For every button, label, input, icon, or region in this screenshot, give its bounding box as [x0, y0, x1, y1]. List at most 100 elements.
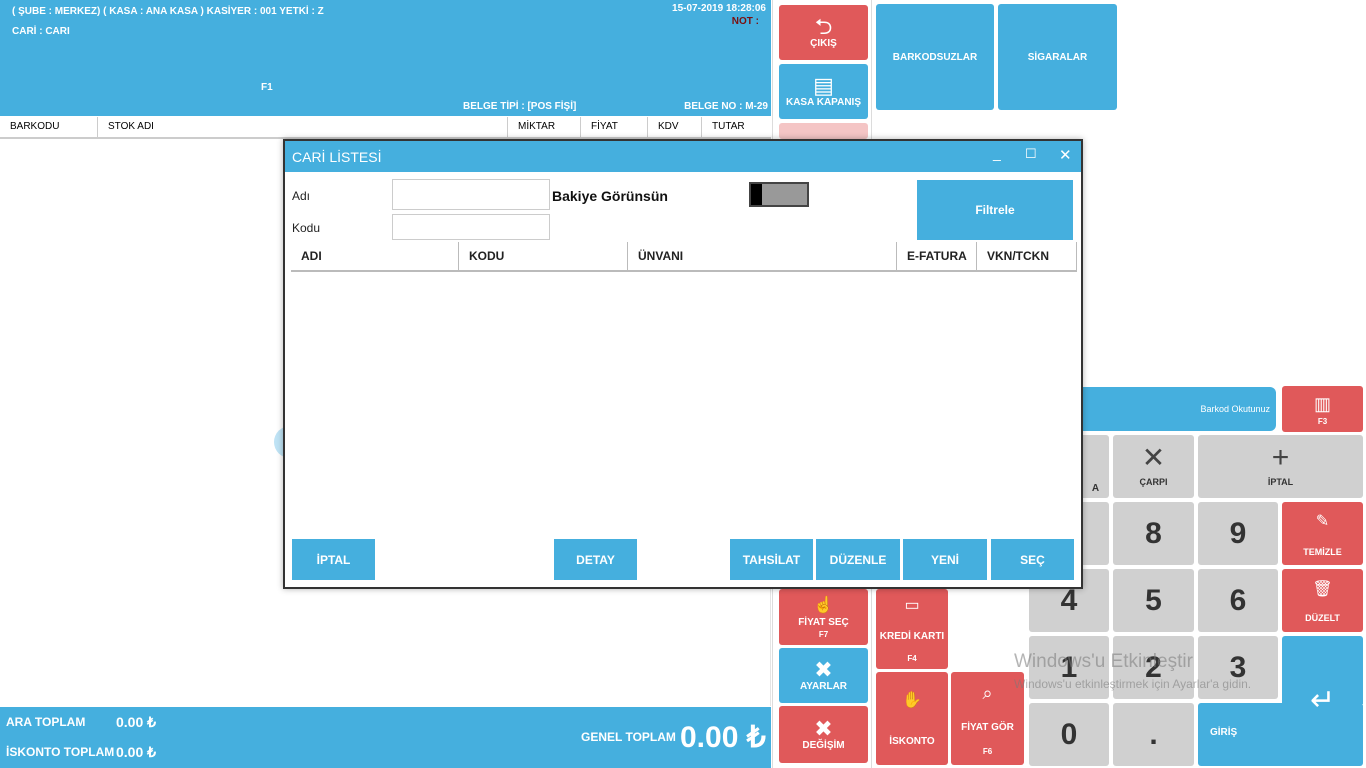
fiyat-gor-key: F6	[982, 746, 993, 756]
col-kodu[interactable]: KODU	[459, 242, 628, 270]
col-kdv[interactable]: KDV	[648, 117, 702, 137]
ara-toplam-label: ARA TOPLAM	[6, 715, 86, 729]
col-adi[interactable]: ADI	[291, 242, 459, 270]
key-6[interactable]: 6	[1198, 569, 1278, 632]
cash-register-icon: ▤	[813, 73, 834, 98]
plus-icon: +	[1271, 440, 1290, 474]
col-vkn-tckn[interactable]: VKN/TCKN	[977, 242, 1077, 270]
close-icon[interactable]: ✕	[1059, 147, 1072, 164]
sales-table-header: BARKODU STOK ADI MİKTAR FİYAT KDV TUTAR	[0, 117, 771, 139]
tahsilat-button[interactable]: TAHSİLAT	[730, 539, 813, 580]
keypad-partial-button[interactable]: A	[1082, 435, 1109, 498]
carpi-button[interactable]: ✕ ÇARPI	[1113, 435, 1194, 498]
iptal-key-button[interactable]: + İPTAL	[1198, 435, 1363, 498]
minimize-icon[interactable]: _	[993, 145, 1001, 161]
hidden-button[interactable]	[779, 123, 868, 139]
iptal-button[interactable]: İPTAL	[292, 539, 375, 580]
maximize-icon[interactable]: ☐	[1025, 146, 1037, 161]
key-1[interactable]: 1	[1029, 636, 1109, 699]
f1-key-label: F1	[261, 82, 273, 93]
iptal-key-label: İPTAL	[1267, 476, 1294, 487]
fiyat-gor-button[interactable]: ⌕ FİYAT GÖR F6	[951, 672, 1024, 765]
kodu-label: Kodu	[292, 221, 321, 235]
duzelt-label: DÜZELT	[1305, 612, 1340, 623]
session-info: ( ŞUBE : MERKEZ) ( KASA : ANA KASA ) KAS…	[12, 6, 324, 17]
col-fiyat[interactable]: FİYAT	[581, 117, 648, 137]
dialog-titlebar: CARİ LİSTESİ _ ☐ ✕	[285, 141, 1081, 172]
key-0[interactable]: 0	[1029, 703, 1109, 766]
key-5[interactable]: 5	[1113, 569, 1194, 632]
giris-button[interactable]	[1282, 636, 1363, 704]
adi-input[interactable]	[392, 179, 550, 210]
iskonto-toplam-label: İSKONTO TOPLAM	[6, 745, 115, 759]
exit-icon: ⮌	[814, 14, 833, 39]
multiply-icon: ✕	[1141, 441, 1166, 473]
genel-toplam-label: GENEL TOPLAM	[581, 730, 676, 744]
key-dot[interactable]: .	[1113, 703, 1194, 766]
kasa-kapanis-button[interactable]: ▤ KASA KAPANIŞ	[779, 64, 868, 119]
exit-button[interactable]: ⮌ ÇIKIŞ	[779, 5, 868, 60]
sec-button[interactable]: SEÇ	[991, 539, 1074, 580]
toggle-knob	[751, 184, 762, 205]
giris-button-base[interactable]: GİRİŞ ↵	[1198, 684, 1363, 766]
credit-card-icon: ▭	[904, 597, 920, 614]
fiyat-sec-key: F7	[818, 630, 829, 639]
kodu-input[interactable]	[392, 214, 550, 240]
cari-grid-body[interactable]	[291, 273, 1077, 533]
col-stok-adi[interactable]: STOK ADI	[98, 117, 508, 137]
not-label: NOT :	[731, 16, 759, 27]
totals-footer: ARA TOPLAM 0.00 ₺ İSKONTO TOPLAM 0.00 ₺ …	[0, 707, 771, 768]
datetime: 15-07-2019 18:28:06	[672, 3, 766, 14]
duzelt-button[interactable]: 🗑 DÜZELT	[1282, 569, 1363, 632]
kasa-kapanis-label: KASA KAPANIŞ	[785, 97, 861, 108]
col-tutar[interactable]: TUTAR	[712, 121, 745, 132]
yeni-button[interactable]: YENİ	[903, 539, 987, 580]
cari-label: CARİ : CARI	[12, 26, 70, 37]
degisim-label: DEĞİŞİM	[802, 740, 845, 751]
fiyat-sec-button[interactable]: ☝ FİYAT SEÇ F7	[779, 589, 868, 645]
hand-pointer-icon: ☝	[813, 597, 834, 614]
kredi-karti-button[interactable]: ▭ KREDİ KARTI F4	[876, 589, 948, 669]
bakiye-toggle[interactable]	[749, 182, 809, 207]
pos-header: ( ŞUBE : MERKEZ) ( KASA : ANA KASA ) KAS…	[0, 0, 771, 116]
category-barkodsuzlar[interactable]: BARKODSUZLAR	[876, 4, 994, 110]
enter-icon: ↵	[1310, 684, 1336, 717]
ayarlar-label: AYARLAR	[799, 681, 848, 692]
barcode-key: F3	[1317, 416, 1328, 426]
ara-toplam-value: 0.00 ₺	[116, 714, 157, 730]
detay-button[interactable]: DETAY	[554, 539, 637, 580]
filtrele-button[interactable]: Filtrele	[917, 180, 1073, 240]
key-8[interactable]: 8	[1113, 502, 1194, 565]
degisim-button[interactable]: ✖ DEĞİŞİM	[779, 706, 868, 763]
key-9[interactable]: 9	[1198, 502, 1278, 565]
belge-tipi: BELGE TİPİ : [POS FİŞİ]	[463, 101, 577, 112]
fiyat-gor-label: FİYAT GÖR	[961, 721, 1014, 733]
category-sigaralar[interactable]: SİGARALAR	[998, 4, 1117, 110]
giris-label: GİRİŞ	[1210, 727, 1238, 738]
barcode-icon: ▥	[1313, 393, 1331, 414]
bakiye-label: Bakiye Görünsün	[552, 188, 668, 204]
key-2[interactable]: 2	[1113, 636, 1194, 699]
key-3[interactable]: 3	[1198, 636, 1278, 699]
activation-watermark-title: Windows'u Etkinleştir	[1014, 651, 1193, 672]
barcode-button[interactable]: ▥ F3	[1282, 386, 1363, 432]
kredi-karti-key: F4	[907, 654, 917, 663]
exit-label: ÇIKIŞ	[810, 38, 837, 49]
iskonto-button[interactable]: ✋ İSKONTO	[876, 672, 948, 765]
col-miktar[interactable]: MİKTAR	[508, 117, 581, 137]
barcode-label: Barkod Okutunuz	[1200, 404, 1270, 414]
col-unvani[interactable]: ÜNVANI	[628, 242, 897, 270]
cari-listesi-dialog: CARİ LİSTESİ _ ☐ ✕ Adı Bakiye Görünsün F…	[283, 139, 1083, 589]
col-barkodu[interactable]: BARKODU	[0, 117, 98, 137]
magnifier-icon: ⌕	[982, 682, 993, 703]
barcode-input-bar[interactable]: Barkod Okutunuz	[1082, 387, 1276, 431]
cari-grid-header: ADI KODU ÜNVANI E-FATURA VKN/TCKN	[291, 242, 1077, 272]
keypad-partial-button[interactable]	[1082, 502, 1109, 565]
temizle-label: TEMİZLE	[1303, 546, 1342, 557]
activation-watermark-subtitle: Windows'u etkinleştirmek için Ayarlar'a …	[1014, 677, 1252, 691]
col-e-fatura[interactable]: E-FATURA	[897, 242, 977, 270]
temizle-button[interactable]: ✎ TEMİZLE	[1282, 502, 1363, 565]
ayarlar-button[interactable]: ✖ AYARLAR	[779, 648, 868, 703]
discount-hand-icon: ✋	[902, 692, 922, 709]
duzenle-button[interactable]: DÜZENLE	[816, 539, 900, 580]
